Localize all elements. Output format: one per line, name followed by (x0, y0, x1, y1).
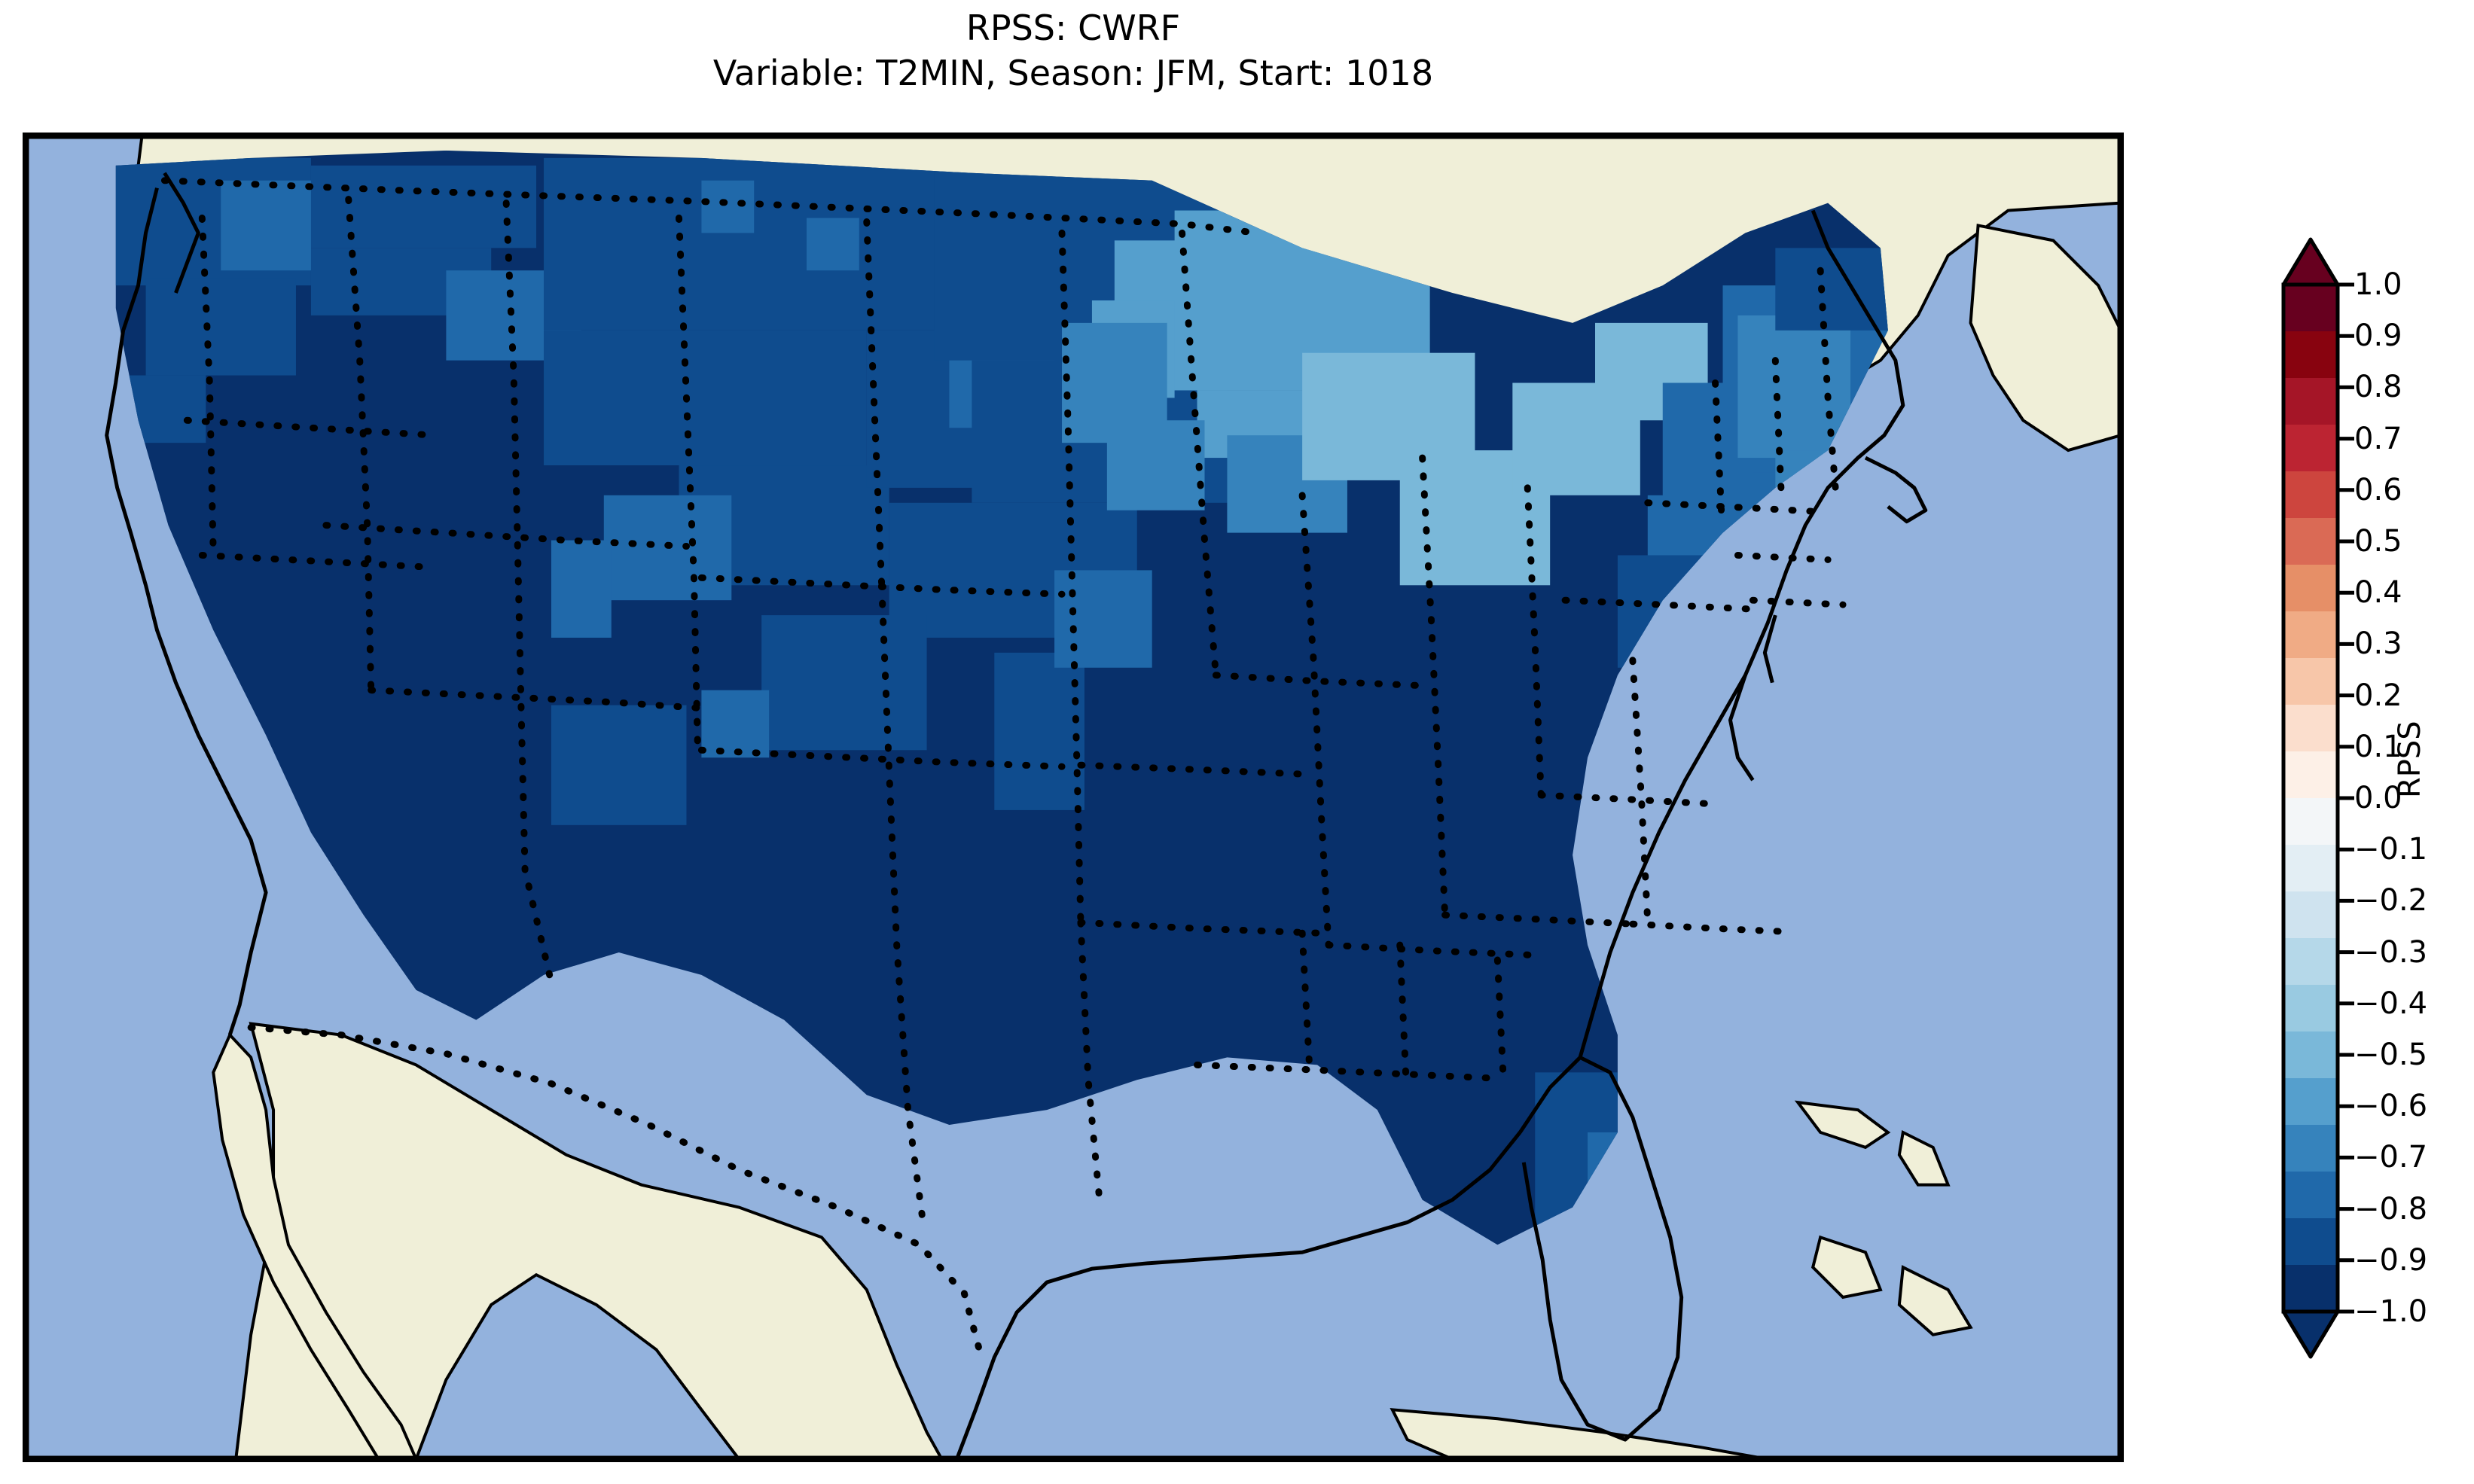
title-line-1: RPSS: CWRF (966, 8, 1181, 48)
colorbar-tick-label: −0.7 (2354, 1140, 2428, 1175)
colorbar-tick-label: 0.8 (2354, 370, 2402, 405)
colorbar-tick-label: 0.4 (2354, 575, 2402, 611)
colorbar-ticks (2338, 282, 2354, 1314)
colorbar-tick-labels: 1.0 0.9 0.8 0.7 0.6 0.5 0.4 0.3 0.2 0.1 0.0 −0.1 −0.… (2354, 239, 2452, 1357)
colorbar-band (2283, 565, 2338, 612)
colorbar-tick-label: −0.3 (2354, 934, 2428, 970)
colorbar-bands (2283, 285, 2338, 1312)
colorbar-band (2283, 285, 2338, 332)
colorbar-tick-label: −0.1 (2354, 832, 2428, 867)
colorbar-band (2283, 845, 2338, 892)
colorbar-band (2283, 1031, 2338, 1079)
colorbar-tick-label: 1.0 (2354, 267, 2402, 302)
colorbar-tick-label: 0.0 (2354, 781, 2402, 815)
colorbar-band (2283, 1125, 2338, 1172)
colorbar-band (2283, 1265, 2338, 1312)
map-plot (26, 136, 2121, 1459)
colorbar-extend-bottom (2281, 1309, 2340, 1359)
colorbar-tick-label: 0.3 (2354, 626, 2402, 662)
figure-title: RPSS: CWRF Variable: T2MIN, Season: JFM,… (0, 6, 2146, 96)
colorbar-band (2283, 891, 2338, 939)
colorbar-tick-label: 0.7 (2354, 421, 2402, 456)
colorbar (2281, 237, 2354, 1359)
colorbar-band (2283, 1172, 2338, 1219)
colorbar-tick-label: 0.1 (2354, 729, 2402, 764)
colorbar-band (2283, 378, 2338, 425)
colorbar-band (2283, 611, 2338, 659)
colorbar-band (2283, 471, 2338, 519)
colorbar-tick-label: 0.9 (2354, 318, 2402, 354)
colorbar-band (2283, 518, 2338, 565)
colorbar-band (2283, 751, 2338, 799)
colorbar-tick-label: 0.6 (2354, 472, 2402, 507)
colorbar-band (2283, 425, 2338, 472)
baja-peninsula (212, 1031, 418, 1459)
colorbar-band (2283, 1078, 2338, 1126)
colorbar-tick-label: −0.2 (2354, 883, 2428, 919)
colorbar-tick-label: −1.0 (2354, 1294, 2428, 1329)
colorbar-tick-label: −0.5 (2354, 1038, 2428, 1072)
colorbar-band (2283, 705, 2338, 752)
colorbar-axis-label: RPSS (2393, 721, 2427, 798)
colorbar-band (2283, 798, 2338, 846)
colorbar-tick-label: 0.5 (2354, 524, 2402, 559)
bahamas-islands (1794, 1100, 1973, 1336)
title-line-2: Variable: T2MIN, Season: JFM, Start: 101… (712, 52, 1434, 93)
colorbar-tick-label: −0.6 (2354, 1089, 2428, 1124)
colorbar-tick-label: −0.4 (2354, 986, 2428, 1021)
mexico-landmass (234, 1022, 944, 1459)
colorbar-tick-label: 0.2 (2354, 678, 2402, 713)
map-axes (23, 133, 2124, 1462)
colorbar-extend-top (2281, 237, 2340, 287)
coastlines (105, 172, 1928, 1459)
colorbar-band (2283, 1218, 2338, 1266)
colorbar-band (2283, 938, 2338, 986)
state-borders (160, 177, 1847, 1354)
colorbar-band (2283, 658, 2338, 705)
cuba-landmass (1390, 1408, 1768, 1459)
maritimes-landmass (1969, 224, 2121, 453)
colorbar-tick-label: −0.9 (2354, 1242, 2428, 1278)
map-frame (26, 136, 2121, 1459)
colorbar-band (2283, 331, 2338, 379)
colorbar-band (2283, 985, 2338, 1032)
colorbar-tick-label: −0.8 (2354, 1191, 2428, 1227)
